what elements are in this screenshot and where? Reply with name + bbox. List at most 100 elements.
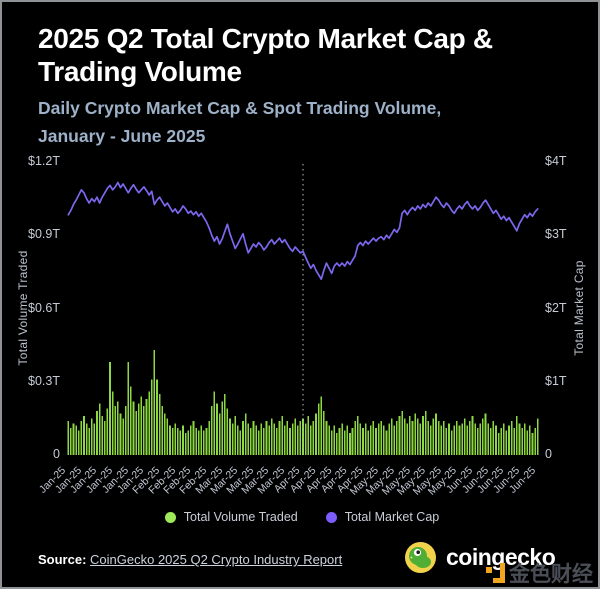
volume-bar xyxy=(148,391,150,455)
title-line-1: 2025 Q2 Total Crypto Market Cap & xyxy=(38,23,493,54)
marketcap-line xyxy=(67,181,539,281)
volume-bar xyxy=(145,398,148,455)
volume-bar xyxy=(281,415,283,455)
volume-bar xyxy=(184,433,187,455)
volume-bar xyxy=(291,423,294,455)
volume-bar xyxy=(502,423,505,455)
left-axis-tick-label: $1.2T xyxy=(28,154,60,168)
left-axis-tick-label: $0.6T xyxy=(28,300,60,315)
volume-bar xyxy=(221,401,223,455)
volume-bar xyxy=(518,423,521,455)
volume-bar xyxy=(104,420,106,455)
volume-bar xyxy=(77,430,80,455)
page-subtitle: Daily Crypto Market Cap & Spot Trading V… xyxy=(38,94,558,150)
volume-bar xyxy=(177,428,179,455)
volume-bar xyxy=(169,425,171,455)
volume-bar xyxy=(70,428,72,455)
volume-bar xyxy=(307,415,310,455)
volume-bar xyxy=(161,406,163,455)
volume-bar xyxy=(296,425,299,455)
volume-bar xyxy=(372,420,375,455)
right-axis-tick-label: $3T xyxy=(545,227,567,242)
volume-bar xyxy=(448,423,450,455)
volume-bar xyxy=(370,425,372,455)
volume-bar xyxy=(90,418,93,456)
source-report-link[interactable]: CoinGecko 2025 Q2 Crypto Industry Report xyxy=(90,552,343,567)
volume-bar xyxy=(359,423,362,455)
volume-bar xyxy=(411,420,414,455)
volume-bar xyxy=(226,408,229,455)
volume-bar xyxy=(497,433,500,455)
source-line: Source: CoinGecko 2025 Q2 Crypto Industr… xyxy=(38,552,342,567)
volume-bar xyxy=(526,430,529,455)
volume-bar xyxy=(200,425,203,455)
volume-bar xyxy=(476,428,479,455)
volume-bar xyxy=(328,425,330,455)
volume-bar xyxy=(171,428,174,455)
volume-bar xyxy=(440,425,443,455)
volume-bar xyxy=(237,425,239,455)
volume-bar xyxy=(354,420,356,455)
volume-bar xyxy=(427,420,429,455)
left-axis-tick-label: 0 xyxy=(53,447,60,461)
volume-bar xyxy=(458,425,461,455)
volume-bar xyxy=(343,430,346,455)
left-axis-tick-label: $0.3T xyxy=(28,373,60,388)
volume-bar xyxy=(356,415,359,455)
volume-bar xyxy=(187,430,190,455)
page-title: 2025 Q2 Total Crypto Market Cap & Tradin… xyxy=(38,22,583,88)
volume-bar xyxy=(393,425,396,455)
volume-bar xyxy=(114,406,117,455)
volume-bar xyxy=(263,428,265,455)
volume-bar xyxy=(80,420,83,455)
volume-bar xyxy=(429,425,432,455)
volume-bar xyxy=(247,423,250,455)
volume-bar xyxy=(283,425,286,455)
volume-bar xyxy=(127,362,130,455)
volume-bar xyxy=(268,425,270,455)
volume-bar xyxy=(338,428,341,455)
volume-bar xyxy=(521,428,523,455)
volume-bar xyxy=(364,423,367,455)
volume-bar xyxy=(218,413,221,455)
volume-bar xyxy=(401,411,403,455)
source-label: Source: xyxy=(38,552,87,567)
volume-bar xyxy=(416,418,419,456)
volume-bar xyxy=(137,403,140,455)
volume-bar xyxy=(349,433,351,455)
volume-bar xyxy=(437,420,440,455)
volume-bar xyxy=(203,430,205,455)
coingecko-gecko-icon xyxy=(405,542,436,573)
volume-bar xyxy=(289,428,291,455)
volume-bar xyxy=(197,430,200,455)
volume-bar xyxy=(523,423,526,455)
volume-legend-label: Total Volume Traded xyxy=(183,510,298,524)
volume-bar xyxy=(471,415,474,455)
volume-bar xyxy=(166,418,169,456)
volume-bar xyxy=(500,428,502,455)
volume-bar xyxy=(403,418,406,456)
volume-bar xyxy=(495,425,497,455)
coingecko-brand: coingecko xyxy=(404,541,556,574)
volume-bar xyxy=(469,420,471,455)
jinse-watermark: 金色财经 xyxy=(486,558,593,587)
volume-bar xyxy=(510,420,513,455)
volume-bar xyxy=(466,425,469,455)
volume-bar xyxy=(83,415,85,455)
marketcap-legend-dot-icon xyxy=(325,511,337,523)
volume-bar xyxy=(216,403,218,455)
volume-bar xyxy=(513,428,516,455)
volume-bars xyxy=(67,350,539,456)
volume-bar xyxy=(312,420,315,455)
volume-bar xyxy=(432,418,435,456)
volume-bar xyxy=(163,413,166,455)
volume-bar xyxy=(132,401,135,455)
volume-bar xyxy=(286,420,289,455)
volume-bar xyxy=(242,420,244,455)
volume-bar xyxy=(461,423,463,455)
volume-bar xyxy=(385,430,388,455)
jinse-watermark-text: 金色财经 xyxy=(509,563,593,586)
volume-bar xyxy=(143,406,145,455)
volume-bar xyxy=(388,423,390,455)
volume-bar xyxy=(179,430,182,455)
